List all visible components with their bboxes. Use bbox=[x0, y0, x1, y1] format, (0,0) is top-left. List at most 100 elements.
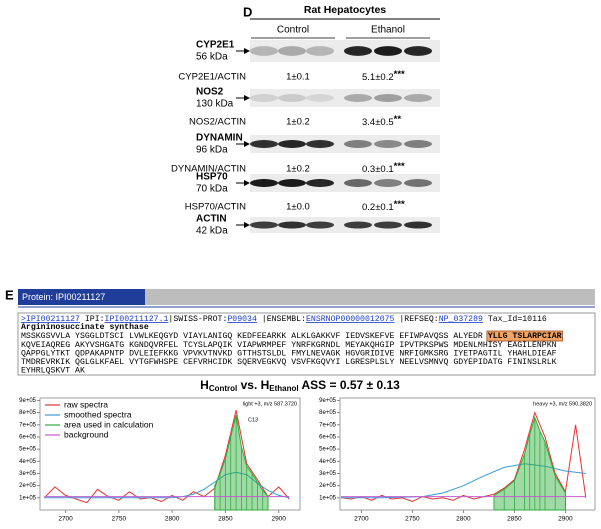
spectrum-line bbox=[340, 411, 587, 503]
band bbox=[306, 94, 334, 102]
band bbox=[278, 46, 306, 56]
ratio-ethanol: 0.2±0.1*** bbox=[362, 199, 405, 213]
band bbox=[250, 94, 278, 102]
band bbox=[306, 46, 334, 56]
protein-tab-label: Protein: IPI00211127 bbox=[22, 292, 105, 302]
significance: *** bbox=[394, 69, 405, 80]
y-tick-label: 8e+05 bbox=[19, 410, 37, 416]
band bbox=[404, 140, 432, 148]
protein-tab bbox=[18, 289, 145, 305]
link: IPI00211127.1 bbox=[105, 315, 169, 324]
title-text: vs. H bbox=[237, 378, 269, 392]
sequence-line: MSSKGSVVLA YSGGLDTSCI LVWLKEQGYD VIAYLAN… bbox=[21, 332, 483, 341]
ratio-value: 5.1±0.2 bbox=[362, 72, 394, 83]
band bbox=[250, 46, 278, 56]
header-text: |REFSEQ: bbox=[394, 314, 438, 324]
ratio-ethanol: 3.4±0.5** bbox=[362, 114, 401, 128]
x-tick-label: 2900 bbox=[271, 516, 286, 523]
ratio-value: 0.2±0.1 bbox=[362, 202, 394, 213]
band bbox=[344, 140, 372, 148]
protein-label: DYNAMIN bbox=[196, 133, 243, 144]
y-tick-label: 1e+05 bbox=[19, 495, 37, 501]
band bbox=[306, 221, 334, 229]
ratio-value: 3.4±0.5 bbox=[362, 117, 394, 128]
tab-bar bbox=[18, 289, 595, 305]
size-label: 42 kDa bbox=[196, 226, 228, 237]
band bbox=[404, 46, 432, 56]
band bbox=[374, 179, 402, 187]
spectrum-line bbox=[44, 471, 290, 499]
plot-frame bbox=[339, 397, 596, 511]
link: P09034 bbox=[227, 315, 257, 324]
panel-title: Rat Hepatocytes bbox=[304, 4, 386, 16]
band bbox=[306, 140, 334, 148]
band bbox=[278, 221, 306, 229]
ratio-value: 0.3±0.1 bbox=[362, 164, 394, 175]
protein-label: CYP2E1 bbox=[196, 40, 235, 51]
ratio-ethanol: 5.1±0.2*** bbox=[362, 69, 405, 83]
plot-frame bbox=[39, 397, 301, 511]
y-tick-label: 8e+05 bbox=[319, 410, 337, 416]
ratio-label: NOS2/ACTIN bbox=[189, 117, 246, 128]
y-tick-label: 2e+05 bbox=[319, 483, 337, 489]
header-line: >IPI00211127 IPI:IPI00211127.1|SWISS-PRO… bbox=[21, 314, 547, 324]
ratio-control: 1±0.1 bbox=[286, 72, 310, 83]
header-text: |ENSEMBL: bbox=[257, 314, 306, 324]
ratio-control: 1±0.0 bbox=[286, 202, 310, 213]
protein-label: ACTIN bbox=[196, 214, 227, 225]
x-tick-label: 2700 bbox=[354, 516, 369, 523]
spectrum-line bbox=[43, 410, 290, 504]
link: ENSRNOP00000012075 bbox=[306, 315, 395, 324]
band bbox=[344, 94, 372, 102]
panel-label: D bbox=[243, 4, 252, 19]
y-tick-label: 2e+05 bbox=[19, 483, 37, 489]
group-label: Control bbox=[277, 25, 309, 36]
band bbox=[278, 94, 306, 102]
y-tick-label: 7e+05 bbox=[19, 422, 37, 428]
x-tick-label: 2850 bbox=[507, 516, 522, 523]
y-tick-label: 1e+05 bbox=[319, 495, 337, 501]
x-tick-label: 2850 bbox=[218, 516, 233, 523]
ratio-control: 1±0.2 bbox=[286, 164, 310, 175]
legend-label: smoothed spectra bbox=[64, 409, 132, 419]
sequence-box bbox=[17, 312, 596, 376]
peptide-highlight bbox=[486, 330, 563, 342]
x-tick-label: 2700 bbox=[58, 516, 73, 523]
header-text: Tax_Id=10116 bbox=[483, 314, 547, 324]
y-tick-label: 3e+05 bbox=[319, 471, 337, 477]
band bbox=[250, 221, 278, 229]
subscript: Control bbox=[209, 384, 237, 393]
peptide: YLLG TSLARPCIAR bbox=[488, 332, 562, 341]
size-label: 130 kDa bbox=[196, 99, 234, 110]
title-text: H bbox=[200, 378, 209, 392]
y-tick-label: 5e+05 bbox=[19, 447, 37, 453]
sequence-line: EYHRLQSKVT AK bbox=[21, 367, 85, 376]
y-tick-label: 9e+05 bbox=[19, 398, 37, 404]
x-tick-label: 2800 bbox=[165, 516, 180, 523]
title-text: ASS = 0.57 ± 0.13 bbox=[299, 378, 401, 392]
size-label: 56 kDa bbox=[196, 52, 228, 63]
band bbox=[374, 140, 402, 148]
protein-label: NOS2 bbox=[196, 87, 224, 98]
band bbox=[344, 221, 372, 229]
x-tick-label: 2750 bbox=[405, 516, 420, 523]
link: >IPI00211127 bbox=[21, 315, 80, 324]
y-tick-label: 7e+05 bbox=[319, 422, 337, 428]
band bbox=[374, 46, 402, 56]
band bbox=[404, 94, 432, 102]
y-tick-label: 6e+05 bbox=[319, 435, 337, 441]
ratio-label: DYNAMIN/ACTIN bbox=[171, 164, 246, 175]
sequence-line: TMDREVRKIK QGLGLKFAEL VYTGFWHSPE CEFVRHC… bbox=[21, 358, 557, 367]
significance: *** bbox=[394, 199, 405, 210]
header-text: |SWISS-PROT: bbox=[168, 314, 227, 324]
band bbox=[278, 179, 306, 187]
size-label: 96 kDa bbox=[196, 145, 228, 156]
band bbox=[374, 221, 402, 229]
y-tick-label: 4e+05 bbox=[319, 459, 337, 465]
ratio-label: HSP70/ACTIN bbox=[185, 202, 246, 213]
significance: ** bbox=[394, 114, 402, 125]
link: NP_037289 bbox=[439, 315, 483, 324]
blot bbox=[250, 89, 440, 107]
sequence-line: QAPPGLYTKT QDPAKAPNTP DVLEIEFKKG VPVKVTN… bbox=[21, 350, 557, 359]
